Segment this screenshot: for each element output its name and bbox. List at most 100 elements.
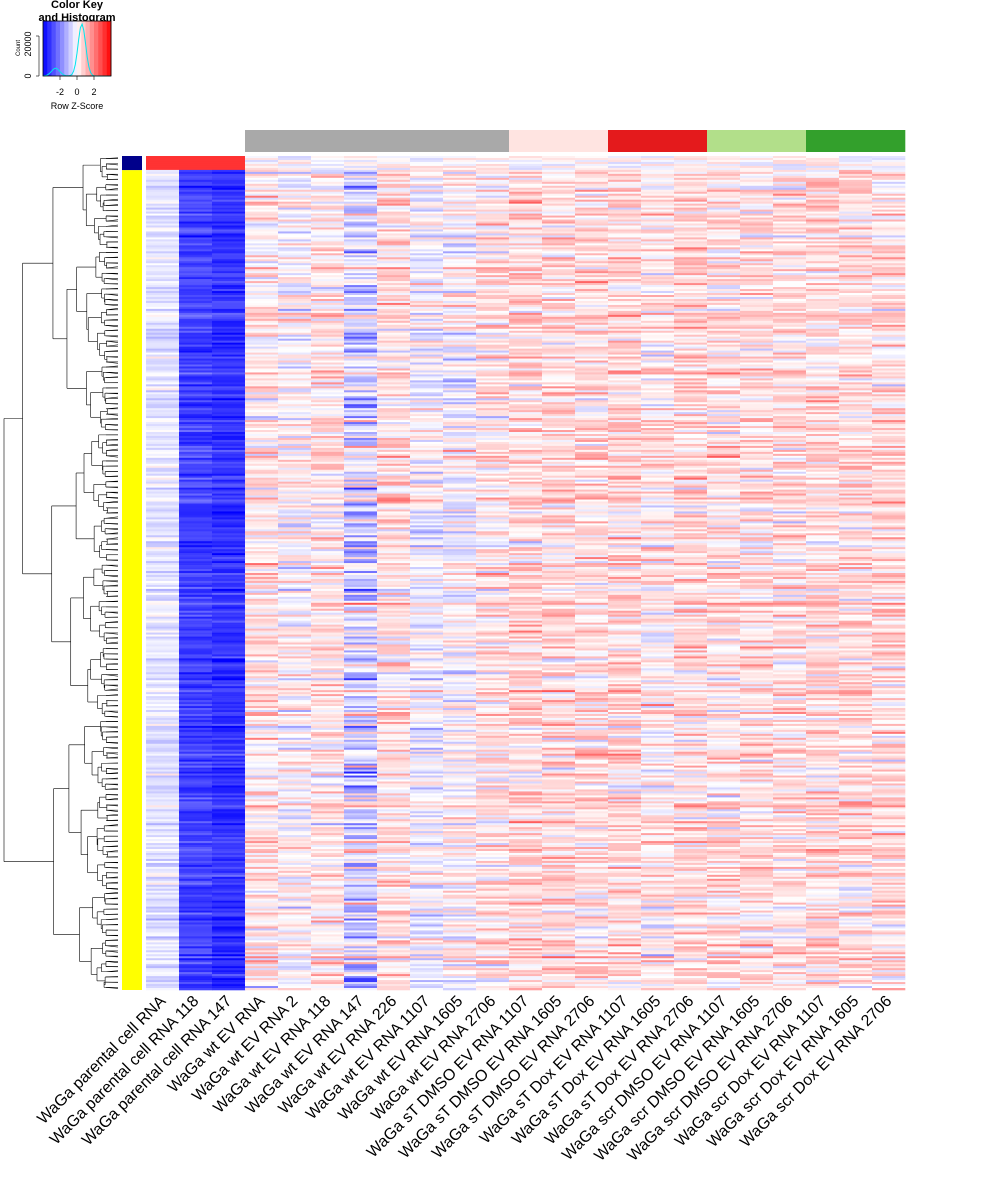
- heatmap-cell: [278, 727, 312, 731]
- heatmap-cell: [311, 394, 345, 397]
- heatmap-cell: [278, 652, 312, 655]
- heatmap-cell: [179, 684, 213, 687]
- heatmap-cell: [443, 225, 477, 228]
- heatmap-cell: [212, 650, 246, 653]
- heatmap-cell: [212, 614, 246, 617]
- heatmap-cell: [377, 604, 411, 608]
- heatmap-cell: [476, 306, 510, 310]
- heatmap-cell: [311, 672, 345, 675]
- heatmap-cell: [443, 916, 477, 919]
- heatmap-cell: [311, 267, 345, 270]
- heatmap-cell: [212, 821, 246, 824]
- heatmap-cell: [179, 372, 213, 375]
- heatmap-cell: [377, 938, 411, 941]
- heatmap-cell: [377, 219, 411, 222]
- heatmap-cell: [179, 835, 213, 838]
- heatmap-cell: [146, 231, 180, 234]
- column-group-bar: [146, 130, 906, 152]
- heatmap-cell: [278, 247, 312, 250]
- heatmap-cell: [443, 821, 477, 824]
- heatmap-cell: [410, 338, 444, 341]
- heatmap-cell: [410, 396, 444, 399]
- heatmap-cell: [344, 455, 378, 459]
- heatmap-cell: [278, 346, 312, 349]
- heatmap-cell: [179, 465, 213, 469]
- heatmap-cell: [410, 902, 444, 905]
- heatmap-cell: [278, 479, 312, 482]
- heatmap-cell: [311, 503, 345, 506]
- heatmap-cell: [377, 870, 411, 874]
- heatmap-cell: [410, 664, 444, 667]
- heatmap-cell: [410, 773, 444, 776]
- heatmap-cell: [212, 237, 246, 240]
- heatmap-cell: [311, 443, 345, 447]
- heatmap-cell: [212, 737, 246, 741]
- heatmap-cell: [179, 439, 213, 443]
- heatmap-cell: [410, 233, 444, 236]
- heatmap-cell: [245, 279, 279, 282]
- heatmap-cell: [344, 173, 378, 177]
- heatmap-cell: [377, 648, 411, 651]
- heatmap-cell: [377, 843, 411, 846]
- heatmap-cell: [377, 414, 411, 417]
- heatmap-cell: [212, 856, 246, 860]
- heatmap-cell: [179, 795, 213, 798]
- heatmap-cell: [410, 461, 444, 465]
- heatmap-cell: [278, 451, 312, 455]
- heatmap-cell: [344, 690, 378, 693]
- heatmap-cell: [443, 348, 477, 351]
- heatmap-cell: [377, 473, 411, 476]
- heatmap-cell: [179, 559, 213, 562]
- heatmap-cell: [278, 324, 312, 328]
- heatmap-cell: [443, 330, 477, 334]
- heatmap-cell: [443, 471, 477, 475]
- heatmap-cell: [311, 193, 345, 197]
- heatmap-cell: [410, 185, 444, 189]
- heatmap-cell: [278, 783, 312, 786]
- heatmap-cell: [245, 938, 279, 941]
- heatmap-cell: [245, 688, 279, 691]
- heatmap-cell: [245, 459, 279, 463]
- heatmap-cell: [344, 942, 378, 945]
- heatmap-cell: [146, 988, 180, 991]
- heatmap-cell: [146, 600, 180, 604]
- heatmap-cell: [311, 354, 345, 357]
- heatmap-cell: [278, 368, 312, 371]
- heatmap-cell: [278, 668, 312, 671]
- heatmap-cell: [377, 731, 411, 735]
- heatmap-cell: [146, 537, 180, 540]
- heatmap-cell: [476, 173, 510, 177]
- heatmap-cell: [443, 771, 477, 774]
- heatmap-cell: [311, 531, 345, 534]
- heatmap-cell: [311, 459, 345, 463]
- heatmap-cell: [377, 259, 411, 262]
- heatmap-cell: [443, 888, 477, 892]
- heatmap-cell: [179, 896, 213, 899]
- heatmap-cell: [410, 646, 444, 649]
- heatmap-cell: [443, 465, 477, 469]
- heatmap-cell: [410, 803, 444, 806]
- heatmap-cell: [311, 717, 345, 721]
- heatmap-cell: [344, 495, 378, 498]
- heatmap-cell: [212, 559, 246, 562]
- heatmap-cell: [212, 902, 246, 905]
- heatmap-cell: [278, 277, 312, 280]
- heatmap-cell: [245, 362, 279, 365]
- heatmap-cell: [344, 521, 378, 524]
- heatmap-cell: [377, 902, 411, 905]
- color-key-x-tick: 2: [91, 87, 96, 97]
- heatmap-cell: [179, 161, 213, 165]
- heatmap-cell: [443, 376, 477, 379]
- heatmap-cell: [179, 580, 213, 584]
- heatmap-cell: [377, 281, 411, 284]
- heatmap-cell: [179, 304, 213, 308]
- heatmap-cell: [344, 968, 378, 971]
- heatmap-cell: [179, 664, 213, 667]
- heatmap-cell: [212, 616, 246, 619]
- heatmap-cell: [245, 777, 279, 780]
- heatmap-cell: [245, 676, 279, 679]
- heatmap-cell: [443, 962, 477, 965]
- heatmap-cell: [212, 394, 246, 397]
- heatmap-cell: [245, 547, 279, 550]
- heatmap-cell: [311, 729, 345, 733]
